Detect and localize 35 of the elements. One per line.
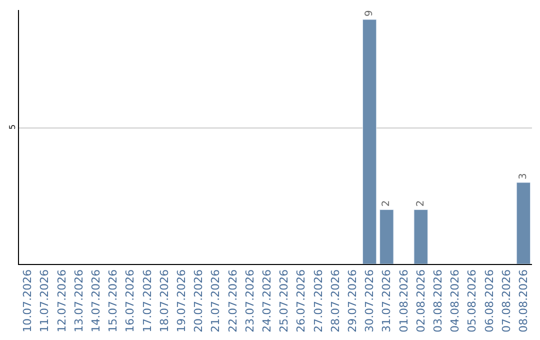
x-tick-label: 30.07.2026 [363,269,376,332]
data-label: 2 [381,200,392,207]
x-tick-label: 25.07.2026 [278,269,291,332]
x-tick-label: 06.08.2026 [482,269,496,332]
x-tick-label: 29.07.2026 [346,269,360,332]
x-tick-label: 14.07.2026 [90,269,103,332]
x-tick-label: 12.07.2026 [55,269,68,332]
x-tick-label: 08.08.2026 [517,269,530,332]
x-tick-label: 04.08.2026 [448,269,462,332]
x-tick-label: 31.07.2026 [380,269,394,332]
x-tick-label: 22.07.2026 [226,269,240,332]
y-tick-label: 5 [8,124,17,130]
data-label: 3 [518,173,529,180]
x-tick-label: 02.08.2026 [414,269,428,332]
x-tick-label: 20.07.2026 [192,269,206,332]
x-tick-label: 23.07.2026 [243,269,256,332]
x-tick-label: 16.07.2026 [124,269,137,332]
x-tick-label: 01.08.2026 [397,269,410,332]
x-tick-label: 17.07.2026 [140,269,154,332]
x-tick-label: 10.07.2026 [21,269,34,332]
x-tick-label: 03.08.2026 [432,269,445,332]
x-tick-label: 13.07.2026 [72,269,86,332]
x-tick-label: 26.07.2026 [294,269,308,332]
x-tick-label: 21.07.2026 [209,269,222,332]
x-tick-label: 24.07.2026 [260,269,274,332]
data-label: 2 [415,200,426,207]
x-tick-label: 11.07.2026 [38,269,52,332]
x-tick-label: 18.07.2026 [158,269,171,332]
x-tick-label: 07.08.2026 [500,269,513,332]
x-tick-label: 15.07.2026 [106,269,120,332]
x-tick-label: 05.08.2026 [466,269,479,332]
x-tick-label: 28.07.2026 [328,269,342,332]
x-tick-label: 27.07.2026 [312,269,325,332]
data-label: 9 [364,10,376,17]
x-tick-label: 19.07.2026 [175,269,188,332]
